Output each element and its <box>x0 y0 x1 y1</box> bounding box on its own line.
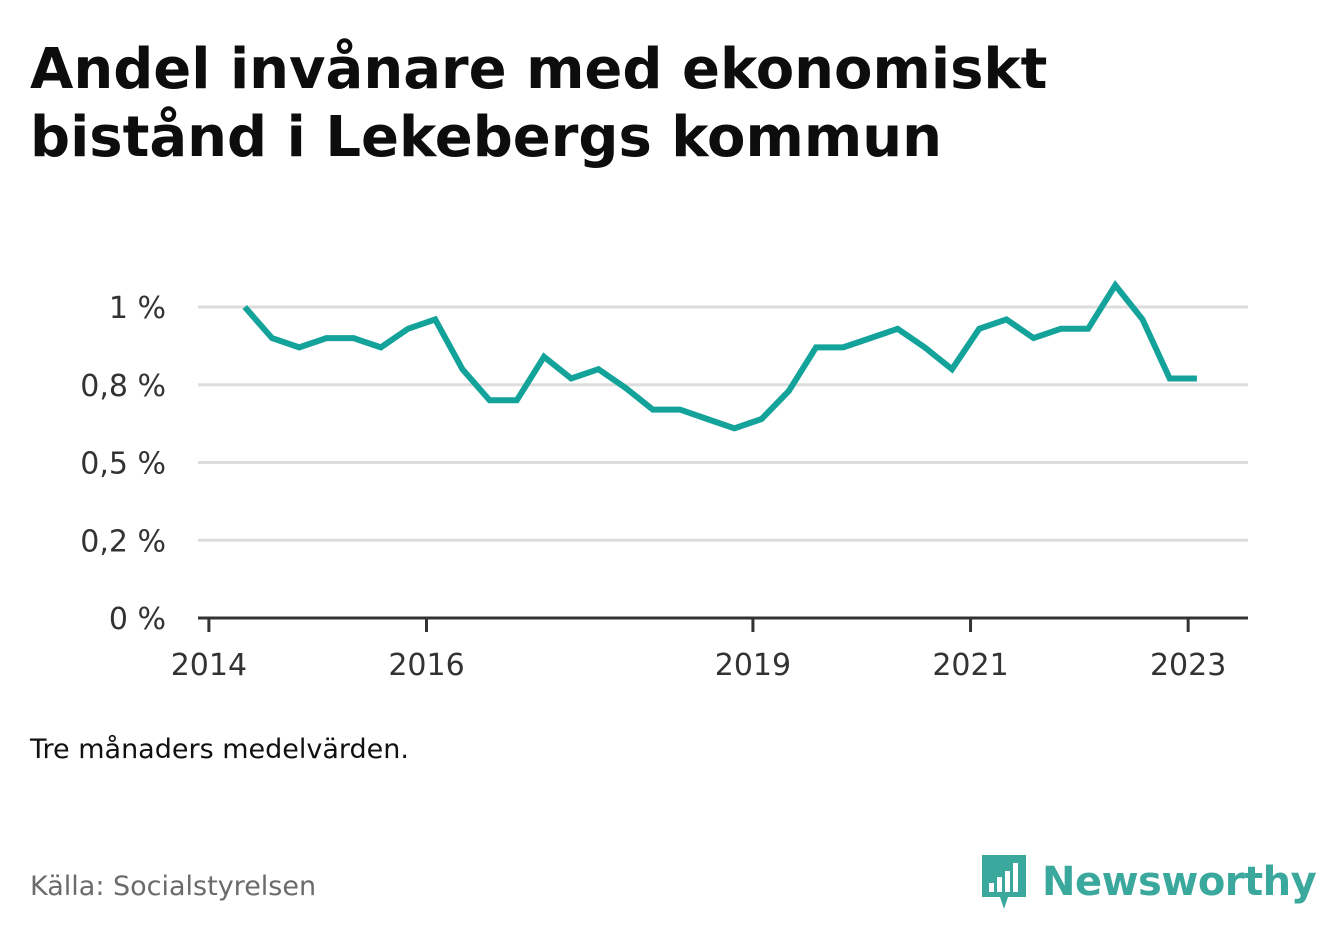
newsworthy-logo-icon <box>982 855 1026 909</box>
x-tick-label: 2016 <box>388 648 464 683</box>
chart-title: Andel invånare med ekonomiskt bistånd i … <box>30 37 1048 170</box>
x-tick-label: 2021 <box>932 648 1008 683</box>
series-line-0 <box>242 280 1197 432</box>
source-label: Källa: Socialstyrelsen <box>30 871 317 902</box>
y-axis-ticks: 0 % 0,2 % 0,5 % 0,8 % 1 % <box>80 291 166 637</box>
brand-logo: Newsworthy <box>980 850 1317 914</box>
series-layer <box>242 280 1197 432</box>
x-tick-label: 2019 <box>715 648 791 683</box>
brand-name: Newsworthy <box>1042 859 1317 905</box>
chart-note: Tre månaders medelvärden. <box>30 734 409 765</box>
gridlines <box>198 305 1248 542</box>
y-tick-label: 1 % <box>109 291 166 326</box>
x-tick-label: 2014 <box>171 648 247 683</box>
y-tick-label: 0,8 % <box>80 369 166 404</box>
y-tick-label: 0 % <box>109 602 166 637</box>
y-tick-label: 0,5 % <box>80 447 166 482</box>
x-axis: 2014 2016 2019 2021 2023 <box>171 616 1248 683</box>
line-chart: 0 %0,2 %0,5 %0,8 %1 % 2014 2016 2019 2021 20… <box>80 280 1248 683</box>
x-tick-label: 2023 <box>1150 648 1226 683</box>
y-tick-label: 0,2 % <box>80 524 166 559</box>
